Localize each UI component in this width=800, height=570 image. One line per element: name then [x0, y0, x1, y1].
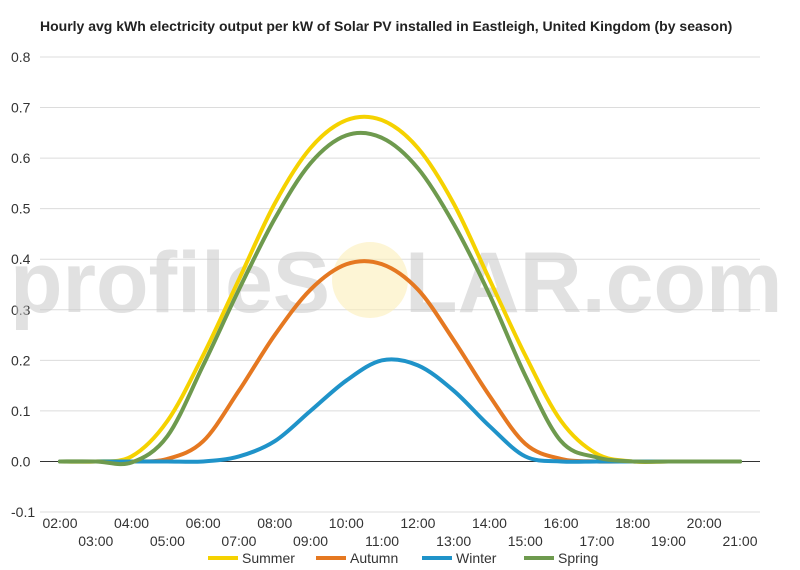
x-tick-label: 18:00	[615, 515, 650, 531]
legend-label-spring: Spring	[558, 550, 598, 566]
x-tick-label: 11:00	[365, 533, 399, 549]
x-tick-label: 20:00	[687, 515, 722, 531]
x-tick-label: 12:00	[400, 515, 435, 531]
legend-label-autumn: Autumn	[350, 550, 398, 566]
x-tick-label: 07:00	[221, 533, 256, 549]
legend: Summer Autumn Winter Spring	[208, 550, 598, 566]
x-tick-label: 10:00	[329, 515, 364, 531]
x-tick-label: 13:00	[436, 533, 471, 549]
watermark-text-left: profileS	[10, 235, 330, 331]
x-tick-label: 06:00	[186, 515, 221, 531]
x-tick-label: 19:00	[651, 533, 686, 549]
x-tick-label: 09:00	[293, 533, 328, 549]
x-tick-label: 05:00	[150, 533, 185, 549]
x-tick-label: 04:00	[114, 515, 149, 531]
y-tick-label: 0.3	[11, 302, 31, 318]
y-tick-label: 0.4	[11, 251, 31, 267]
y-tick-label: -0.1	[11, 504, 35, 520]
y-tick-label: 0.7	[11, 100, 31, 116]
y-axis: -0.1 0.0 0.1 0.2 0.3 0.4 0.5 0.6 0.7 0.8	[11, 49, 35, 520]
y-tick-label: 0.1	[11, 403, 31, 419]
x-tick-label: 15:00	[508, 533, 543, 549]
watermark-text-right: LAR.com	[405, 235, 782, 331]
x-tick-label: 21:00	[722, 533, 757, 549]
x-axis: 02:00 04:00 06:00 08:00 10:00 12:00 14:00 16:00…	[42, 515, 757, 549]
y-tick-label: 0.5	[11, 201, 31, 217]
x-tick-label: 14:00	[472, 515, 507, 531]
x-tick-label: 02:00	[42, 515, 77, 531]
x-tick-label: 16:00	[544, 515, 579, 531]
x-tick-label: 03:00	[78, 533, 113, 549]
x-tick-label: 08:00	[257, 515, 292, 531]
chart-title: Hourly avg kWh electricity output per kW…	[40, 18, 733, 34]
series-line-spring	[58, 130, 742, 467]
series-lines	[58, 114, 742, 467]
legend-label-summer: Summer	[242, 550, 295, 566]
watermark: profileS LAR.com	[10, 235, 782, 331]
y-tick-label: 0.2	[11, 352, 31, 368]
legend-label-winter: Winter	[456, 550, 497, 566]
x-tick-label: 17:00	[579, 533, 614, 549]
watermark-sun-icon	[332, 242, 408, 318]
y-tick-label: 0.0	[11, 453, 31, 469]
y-tick-label: 0.6	[11, 150, 31, 166]
y-tick-label: 0.8	[11, 49, 31, 65]
